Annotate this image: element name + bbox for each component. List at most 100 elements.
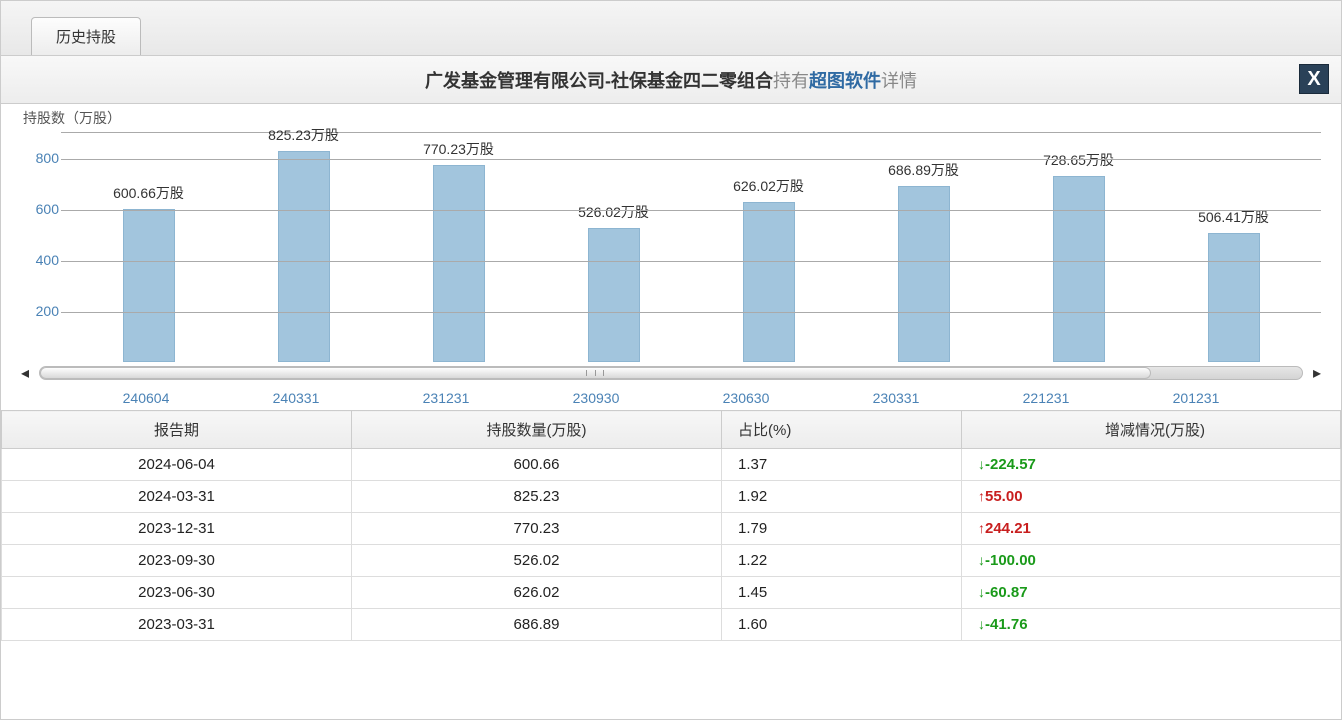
bar-value-label: 825.23万股 bbox=[268, 125, 339, 145]
cell-pct: 1.60 bbox=[722, 609, 962, 641]
bar-wrap: 770.23万股 bbox=[381, 133, 536, 362]
bar bbox=[278, 151, 330, 362]
cell-pct: 1.79 bbox=[722, 513, 962, 545]
chart-y-axis-label: 持股数（万股） bbox=[23, 108, 1331, 128]
grid-line bbox=[61, 261, 1321, 262]
cell-period: 2023-09-30 bbox=[2, 545, 352, 577]
cell-change: ↓-41.76 bbox=[962, 609, 1341, 641]
arrow-down-icon: ↓ bbox=[978, 584, 985, 600]
bar-wrap: 506.41万股 bbox=[1156, 133, 1311, 362]
cell-qty: 825.23 bbox=[352, 481, 722, 513]
bar-wrap: 526.02万股 bbox=[536, 133, 691, 362]
arrow-down-icon: ↓ bbox=[978, 616, 985, 632]
col-change: 增减情况(万股) bbox=[962, 411, 1341, 449]
arrow-up-icon: ↑ bbox=[978, 520, 985, 536]
bar bbox=[1208, 233, 1260, 362]
cell-change: ↓-224.57 bbox=[962, 449, 1341, 481]
bar-value-label: 600.66万股 bbox=[113, 183, 184, 203]
x-tick-label: 230331 bbox=[821, 390, 971, 406]
cell-change: ↓-60.87 bbox=[962, 577, 1341, 609]
x-tick-label: 230630 bbox=[671, 390, 821, 406]
cell-qty: 686.89 bbox=[352, 609, 722, 641]
table-row: 2024-03-31825.231.92↑55.00 bbox=[2, 481, 1341, 513]
bar-value-label: 526.02万股 bbox=[578, 202, 649, 222]
grid-line bbox=[61, 210, 1321, 211]
cell-change: ↑244.21 bbox=[962, 513, 1341, 545]
bar-value-label: 770.23万股 bbox=[423, 139, 494, 159]
scroll-left-icon[interactable]: ◂ bbox=[17, 363, 33, 383]
cell-period: 2023-06-30 bbox=[2, 577, 352, 609]
x-tick-label: 221231 bbox=[971, 390, 1121, 406]
chart-plot: 600.66万股 825.23万股 770.23万股 526.02万股 626.02万股… bbox=[61, 132, 1321, 362]
arrow-up-icon: ↑ bbox=[978, 488, 985, 504]
cell-period: 2023-12-31 bbox=[2, 513, 352, 545]
cell-pct: 1.45 bbox=[722, 577, 962, 609]
bar bbox=[1053, 176, 1105, 362]
chart-area: 800600400200 600.66万股825.23万股770.23万股526… bbox=[61, 132, 1321, 362]
title-prefix: 广发基金管理有限公司-社保基金四二零组合 bbox=[425, 71, 773, 91]
chart-scrollbar: ◂ ▸ bbox=[11, 362, 1331, 384]
bar-value-label: 728.65万股 bbox=[1043, 150, 1114, 170]
bar bbox=[898, 186, 950, 362]
col-qty: 持股数量(万股) bbox=[352, 411, 722, 449]
cell-pct: 1.92 bbox=[722, 481, 962, 513]
table-row: 2023-12-31770.231.79↑244.21 bbox=[2, 513, 1341, 545]
title-suffix: 详情 bbox=[881, 71, 917, 91]
window: 历史持股 广发基金管理有限公司-社保基金四二零组合持有超图软件详情 X 持股数（… bbox=[0, 0, 1342, 720]
bar-wrap: 600.66万股 bbox=[71, 133, 226, 362]
scroll-thumb[interactable] bbox=[40, 367, 1151, 379]
table-header: 报告期 持股数量(万股) 占比(%) 增减情况(万股) bbox=[2, 411, 1341, 449]
bar bbox=[433, 165, 485, 362]
tab-history-holdings[interactable]: 历史持股 bbox=[31, 17, 141, 55]
cell-period: 2024-06-04 bbox=[2, 449, 352, 481]
col-pct: 占比(%) bbox=[722, 411, 962, 449]
close-button[interactable]: X bbox=[1299, 64, 1329, 94]
cell-qty: 600.66 bbox=[352, 449, 722, 481]
cell-pct: 1.22 bbox=[722, 545, 962, 577]
chart-y-axis: 800600400200 bbox=[13, 132, 59, 362]
bar-wrap: 825.23万股 bbox=[226, 133, 381, 362]
page-title: 广发基金管理有限公司-社保基金四二零组合持有超图软件详情 bbox=[425, 67, 917, 93]
table-body: 2024-06-04600.661.37↓-224.572024-03-3182… bbox=[2, 449, 1341, 641]
bar-value-label: 626.02万股 bbox=[733, 176, 804, 196]
chart-x-axis: 2406042403312312312309302306302303312212… bbox=[11, 384, 1331, 410]
bar bbox=[588, 228, 640, 362]
cell-change: ↓-100.00 bbox=[962, 545, 1341, 577]
x-tick-label: 240331 bbox=[221, 390, 371, 406]
chart-bars: 600.66万股 825.23万股 770.23万股 526.02万股 626.02万股… bbox=[61, 133, 1321, 362]
holdings-table: 报告期 持股数量(万股) 占比(%) 增减情况(万股) 2024-06-0460… bbox=[1, 410, 1341, 641]
table-row: 2023-06-30626.021.45↓-60.87 bbox=[2, 577, 1341, 609]
tab-bar: 历史持股 bbox=[1, 1, 1341, 56]
bar-wrap: 728.65万股 bbox=[1001, 133, 1156, 362]
bar-value-label: 686.89万股 bbox=[888, 160, 959, 180]
cell-period: 2024-03-31 bbox=[2, 481, 352, 513]
bar bbox=[123, 209, 175, 363]
cell-qty: 626.02 bbox=[352, 577, 722, 609]
arrow-down-icon: ↓ bbox=[978, 552, 985, 568]
table-row: 2023-03-31686.891.60↓-41.76 bbox=[2, 609, 1341, 641]
x-tick-label: 230930 bbox=[521, 390, 671, 406]
bar bbox=[743, 202, 795, 362]
table-row: 2023-09-30526.021.22↓-100.00 bbox=[2, 545, 1341, 577]
grid-line bbox=[61, 312, 1321, 313]
cell-period: 2023-03-31 bbox=[2, 609, 352, 641]
cell-qty: 526.02 bbox=[352, 545, 722, 577]
x-tick-label: 240604 bbox=[71, 390, 221, 406]
bar-wrap: 686.89万股 bbox=[846, 133, 1001, 362]
x-tick-label: 201231 bbox=[1121, 390, 1271, 406]
table-row: 2024-06-04600.661.37↓-224.57 bbox=[2, 449, 1341, 481]
arrow-down-icon: ↓ bbox=[978, 456, 985, 472]
title-bar: 广发基金管理有限公司-社保基金四二零组合持有超图软件详情 X bbox=[1, 56, 1341, 104]
x-tick-label: 231231 bbox=[371, 390, 521, 406]
title-stock: 超图软件 bbox=[809, 71, 881, 91]
col-period: 报告期 bbox=[2, 411, 352, 449]
cell-change: ↑55.00 bbox=[962, 481, 1341, 513]
chart-section: 持股数（万股） 800600400200 600.66万股 825.23万股 770… bbox=[1, 104, 1341, 410]
cell-qty: 770.23 bbox=[352, 513, 722, 545]
cell-pct: 1.37 bbox=[722, 449, 962, 481]
scroll-track[interactable] bbox=[39, 366, 1303, 380]
scroll-right-icon[interactable]: ▸ bbox=[1309, 363, 1325, 383]
grid-line bbox=[61, 159, 1321, 160]
title-mid: 持有 bbox=[773, 71, 809, 91]
bar-wrap: 626.02万股 bbox=[691, 133, 846, 362]
